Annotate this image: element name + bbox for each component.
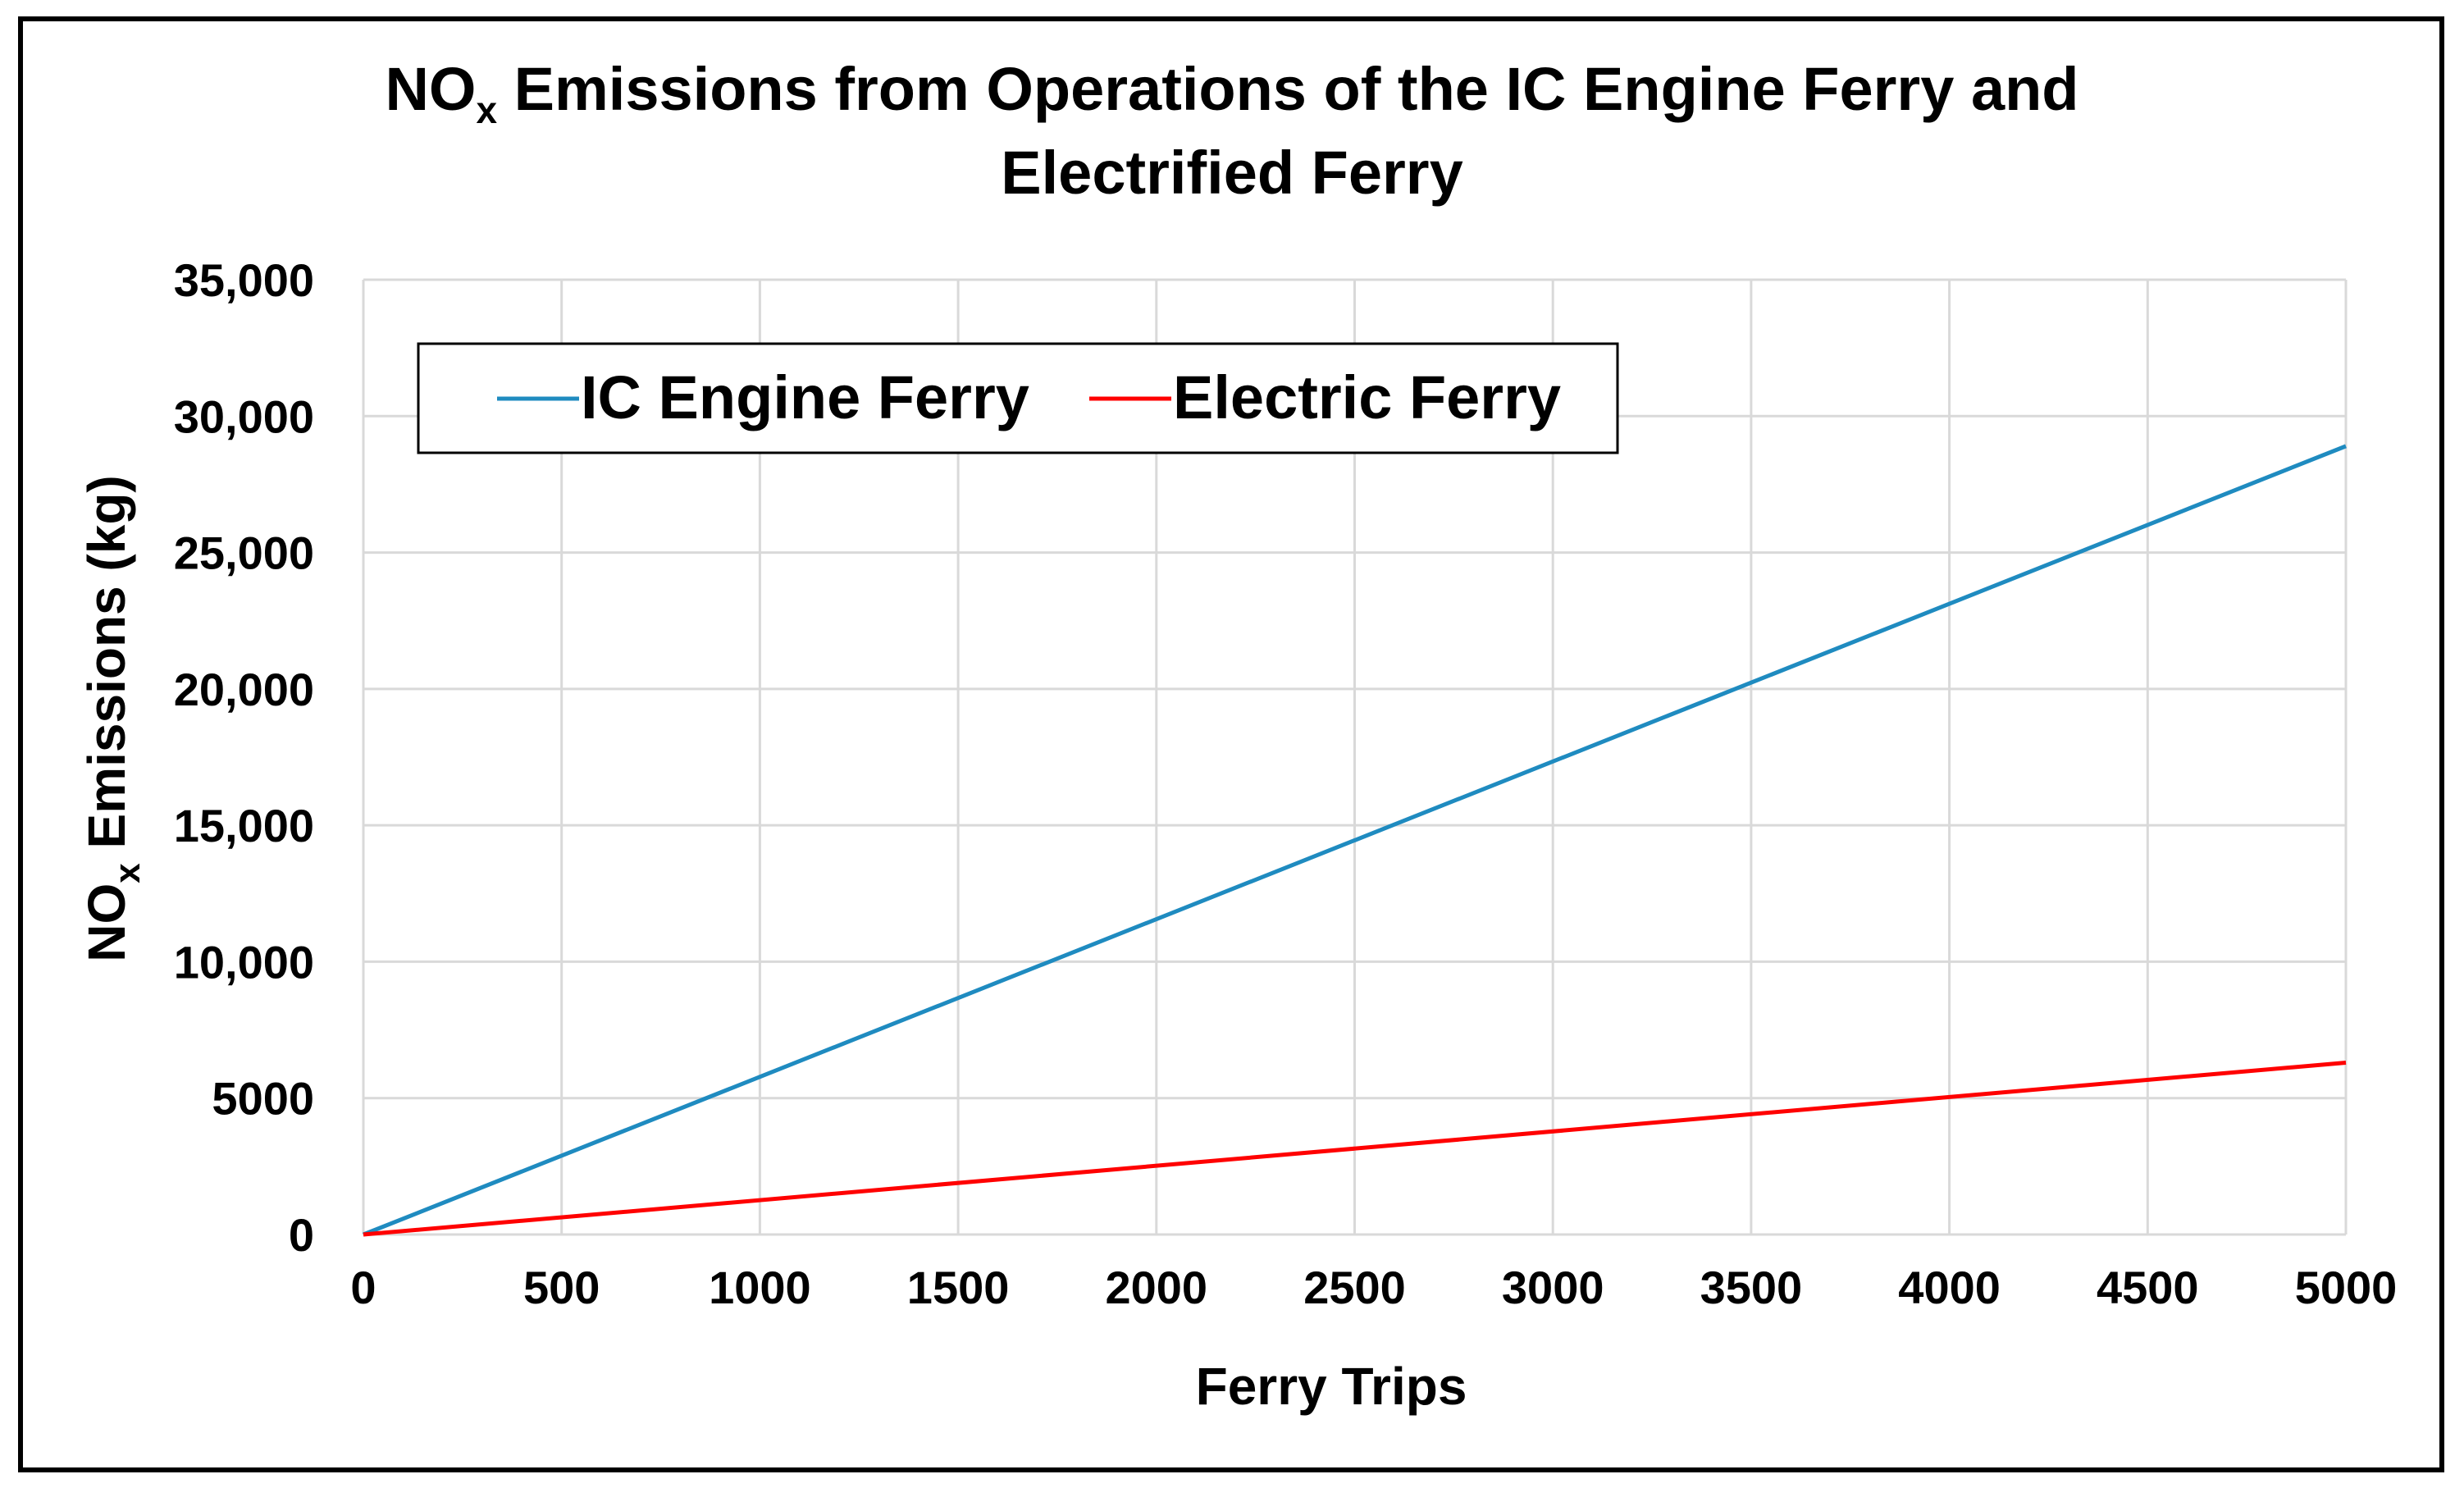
series: [363, 444, 2347, 1237]
y-tick-label: 20,000: [174, 664, 314, 715]
x-tick-label: 5000: [2295, 1262, 2398, 1313]
legend-label-ic-engine-ferry: IC Engine Ferry: [581, 363, 1029, 431]
x-tick-label: 4000: [1898, 1262, 2001, 1313]
x-tick-label: 1500: [907, 1262, 1010, 1313]
x-tick-label: 2000: [1106, 1262, 1208, 1313]
x-tick-label: 3000: [1502, 1262, 1604, 1313]
y-tick-labels: 0 5000 10,000 15,000 20,000 25,000 30,000 35,00…: [174, 254, 314, 1261]
legend-label-electric-ferry: Electric Ferry: [1173, 363, 1561, 431]
x-tick-label: 2500: [1303, 1262, 1406, 1313]
y-tick-label: 0: [289, 1209, 314, 1261]
y-tick-label: 5000: [212, 1073, 314, 1125]
axes: [362, 280, 2346, 1236]
chart-title-line-1: NOx Emissions from Operations of the IC …: [385, 55, 2079, 131]
x-tick-label: 1000: [709, 1262, 811, 1313]
x-tick-label: 0: [350, 1262, 376, 1313]
y-tick-label: 10,000: [174, 936, 314, 988]
x-tick-label: 3500: [1700, 1262, 1803, 1313]
legend: IC Engine Ferry Electric Ferry: [417, 342, 1619, 454]
y-tick-label: 30,000: [174, 390, 314, 442]
x-tick-label: 4500: [2097, 1262, 2199, 1313]
x-tick-label: 500: [523, 1262, 600, 1313]
y-tick-label: 15,000: [174, 800, 314, 851]
y-tick-label: 35,000: [174, 254, 314, 306]
legend-box: [417, 342, 1619, 454]
x-tick-labels: 0 500 1000 1500 2000 2500 3000 3500 4000 4500 5000: [350, 1262, 2397, 1313]
chart-title-line-2: Electrified Ferry: [1001, 139, 1463, 207]
x-axis-title: Ferry Trips: [1196, 1357, 1467, 1416]
y-tick-label: 25,000: [174, 527, 314, 579]
y-axis-title: NOx Emissions (kg): [77, 475, 148, 961]
series-line-electric-ferry: [363, 1060, 2347, 1237]
series-line-ic-engine-ferry: [363, 444, 2347, 1237]
